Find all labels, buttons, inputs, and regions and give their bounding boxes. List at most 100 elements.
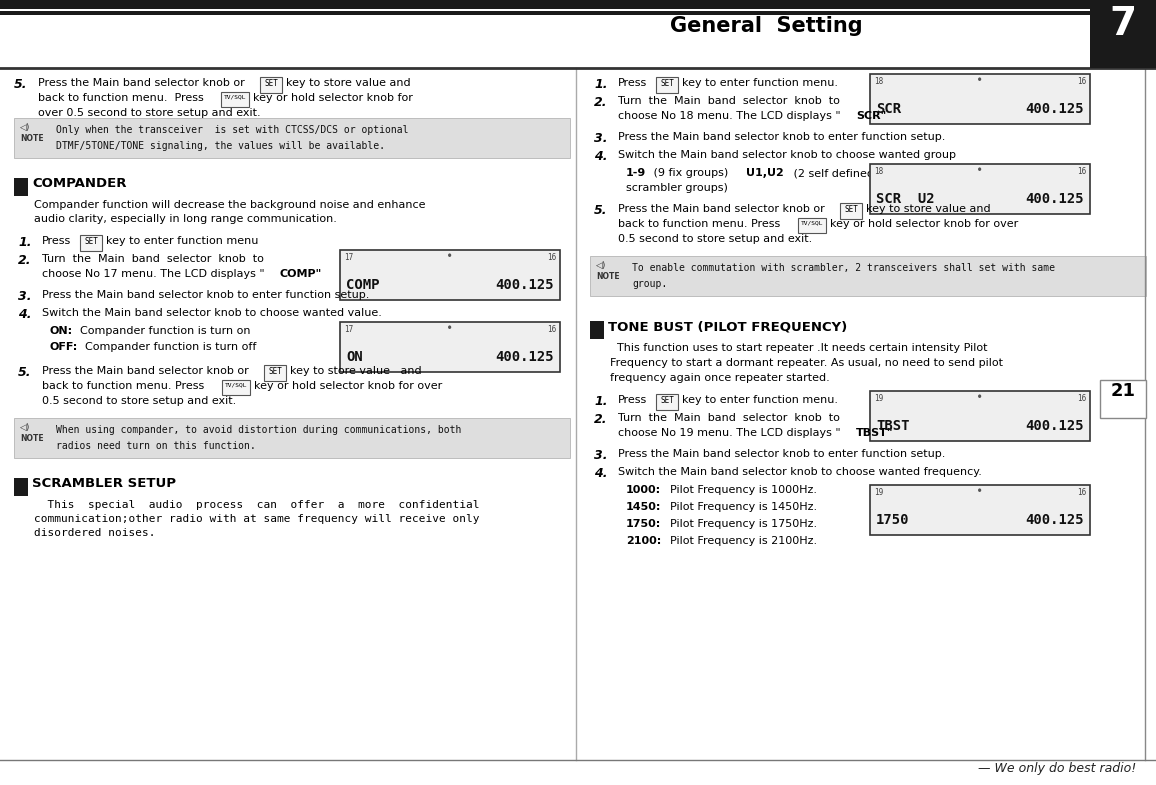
Text: communication;other radio with at same frequency will receive only: communication;other radio with at same f… [34, 514, 480, 524]
Text: 2.: 2. [594, 96, 608, 109]
Bar [264, 365, 286, 381]
Text: SET: SET [844, 205, 858, 214]
Text: ◁): ◁) [596, 261, 607, 270]
Bar [655, 77, 679, 93]
Text: DTMF/5TONE/TONE signaling, the values will be available.: DTMF/5TONE/TONE signaling, the values wi… [55, 141, 385, 151]
Bar [870, 391, 1090, 441]
Text: back to function menu. Press: back to function menu. Press [618, 219, 780, 229]
Bar [870, 485, 1090, 535]
Text: 3.: 3. [18, 290, 31, 303]
Text: NOTE: NOTE [20, 134, 44, 143]
Text: ◁): ◁) [20, 423, 30, 432]
Text: 16: 16 [1076, 167, 1085, 176]
Text: Press the Main band selector knob to enter function setup.: Press the Main band selector knob to ent… [618, 449, 946, 459]
Text: TBST": TBST" [855, 428, 894, 438]
Bar [590, 321, 603, 339]
Text: Press: Press [618, 395, 647, 405]
Text: Switch the Main band selector knob to choose wanted group: Switch the Main band selector knob to ch… [618, 150, 956, 160]
Bar [590, 256, 1146, 296]
Bar [870, 74, 1090, 124]
Bar [1090, 0, 1156, 68]
Text: SET: SET [660, 79, 674, 88]
Text: 0.5 second to store setup and exit.: 0.5 second to store setup and exit. [42, 396, 236, 406]
Text: To enable commutation with scrambler, 2 transceivers shall set with same: To enable commutation with scrambler, 2 … [632, 263, 1055, 273]
Text: SET: SET [84, 237, 98, 246]
Text: When using compander, to avoid distortion during communications, both: When using compander, to avoid distortio… [55, 425, 461, 435]
Text: key to enter function menu.: key to enter function menu. [682, 78, 838, 88]
Text: Pilot Frequency is 1750Hz.: Pilot Frequency is 1750Hz. [670, 519, 817, 529]
Text: Press the Main band selector knob or: Press the Main band selector knob or [618, 204, 824, 214]
Text: SET: SET [268, 367, 282, 376]
Text: key to store value and: key to store value and [866, 204, 991, 214]
Text: 2.: 2. [594, 413, 608, 426]
Text: choose No 17 menu. The LCD displays ": choose No 17 menu. The LCD displays " [42, 269, 265, 279]
Text: COMP": COMP" [280, 269, 323, 279]
Bar [222, 380, 250, 395]
Text: Turn  the  Main  band  selector  knob  to: Turn the Main band selector knob to [618, 96, 840, 106]
Text: SET: SET [660, 396, 674, 405]
Text: 1-9: 1-9 [627, 168, 646, 178]
Text: 400.125: 400.125 [496, 278, 554, 292]
Text: 4.: 4. [594, 150, 608, 163]
Text: 0.5 second to store setup and exit.: 0.5 second to store setup and exit. [618, 234, 813, 244]
Bar [840, 203, 862, 219]
Text: 4.: 4. [594, 467, 608, 480]
Text: Press: Press [42, 236, 72, 246]
Text: ON:: ON: [50, 326, 73, 336]
Text: 17: 17 [344, 253, 354, 262]
Text: NOTE: NOTE [596, 272, 620, 281]
Text: — We only do best radio!: — We only do best radio! [978, 762, 1136, 775]
Text: Pilot Frequency is 2100Hz.: Pilot Frequency is 2100Hz. [670, 536, 817, 546]
Bar [221, 92, 249, 107]
Text: 3.: 3. [594, 132, 608, 145]
Text: back to function menu. Press: back to function menu. Press [42, 381, 205, 391]
Text: 1750: 1750 [876, 513, 910, 527]
Text: ◁): ◁) [20, 123, 30, 132]
Bar [655, 394, 679, 410]
Text: Pilot Frequency is 1000Hz.: Pilot Frequency is 1000Hz. [670, 485, 817, 495]
Text: 19: 19 [874, 488, 883, 497]
Text: TBST: TBST [876, 419, 910, 433]
Text: Compander function is turn off: Compander function is turn off [86, 342, 257, 352]
Text: 2100:: 2100: [627, 536, 661, 546]
Text: TONE BUST (PILOT FREQUENCY): TONE BUST (PILOT FREQUENCY) [608, 320, 847, 333]
Text: frequency again once repeater started.: frequency again once repeater started. [610, 373, 830, 383]
Text: audio clarity, especially in long range communication.: audio clarity, especially in long range … [34, 214, 336, 224]
Text: Only when the transceiver  is set with CTCSS/DCS or optional: Only when the transceiver is set with CT… [55, 125, 408, 135]
Text: 400.125: 400.125 [1025, 192, 1084, 206]
Bar [14, 418, 570, 458]
Text: ●: ● [978, 167, 981, 172]
Text: key to enter function menu.: key to enter function menu. [682, 395, 838, 405]
Text: U1,U2: U1,U2 [746, 168, 784, 178]
Text: TV/SQL: TV/SQL [224, 382, 247, 387]
Text: 1.: 1. [594, 78, 608, 91]
Text: COMPANDER: COMPANDER [32, 177, 126, 190]
Text: disordered noises.: disordered noises. [34, 528, 156, 538]
Text: Press: Press [618, 78, 647, 88]
Text: SET: SET [264, 79, 277, 88]
Text: Pilot Frequency is 1450Hz.: Pilot Frequency is 1450Hz. [670, 502, 817, 512]
Bar [14, 478, 28, 496]
Text: 4.: 4. [18, 308, 31, 321]
Text: back to function menu.  Press: back to function menu. Press [38, 93, 203, 103]
Text: General  Setting: General Setting [670, 16, 862, 36]
Text: key or hold selector knob for over: key or hold selector knob for over [254, 381, 443, 391]
Text: 1.: 1. [18, 236, 31, 249]
Text: 1000:: 1000: [627, 485, 661, 495]
Text: 16: 16 [547, 253, 556, 262]
Bar [80, 235, 102, 251]
Text: 400.125: 400.125 [1025, 513, 1084, 527]
Text: Turn  the  Main  band  selector  knob  to: Turn the Main band selector knob to [42, 254, 264, 264]
Text: key to store value   and: key to store value and [290, 366, 422, 376]
Text: 3.: 3. [594, 449, 608, 462]
Text: SCR": SCR" [855, 111, 887, 121]
Text: Frequency to start a dormant repeater. As usual, no need to send pilot: Frequency to start a dormant repeater. A… [610, 358, 1003, 368]
Text: TV/SQL: TV/SQL [801, 220, 823, 225]
Text: 5.: 5. [14, 78, 28, 91]
Text: OFF:: OFF: [50, 342, 79, 352]
Text: NOTE: NOTE [20, 434, 44, 443]
Bar [14, 178, 28, 196]
Text: 1750:: 1750: [627, 519, 661, 529]
Text: TV/SQL: TV/SQL [224, 94, 246, 99]
Bar [340, 250, 560, 300]
